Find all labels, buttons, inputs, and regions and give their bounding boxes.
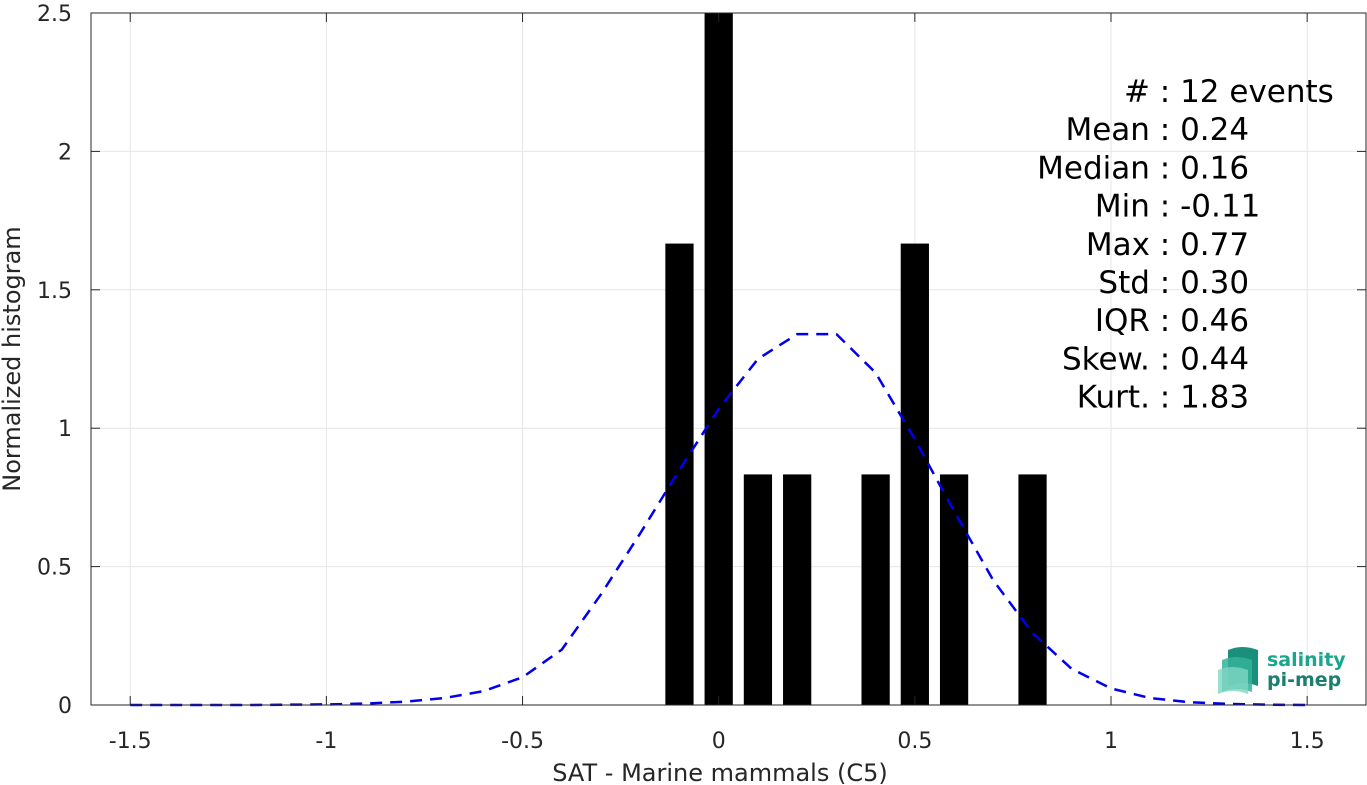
salinity-pimep-logo: salinity pi-mep [1218, 647, 1346, 694]
x-tick-label: 0.5 [897, 729, 932, 754]
stats-label: IQR [1095, 303, 1150, 339]
x-axis-label: SAT - Marine mammals (C5) [552, 759, 887, 785]
stats-value: 0.30 [1180, 265, 1249, 301]
stats-value: 0.46 [1180, 303, 1249, 339]
x-axis-tick-labels: -1.5 -1 -0.5 0 0.5 1 1.5 [109, 729, 1325, 754]
stats-value: 1.83 [1180, 380, 1249, 416]
y-axis-label: Normalized histogram [0, 226, 26, 491]
stats-label: Max [1086, 227, 1150, 263]
x-tick-label: -0.5 [501, 729, 544, 754]
stats-separator: : [1150, 265, 1180, 301]
plot-frame [90, 12, 1367, 706]
logo-text-line2: pi-mep [1267, 669, 1341, 691]
histogram-bar [1018, 474, 1047, 705]
histogram-bar [704, 13, 733, 705]
stats-row: Kurt. : 1.83 [1077, 380, 1249, 416]
histogram-bar [665, 243, 694, 705]
y-tick-label: 2 [58, 140, 72, 165]
stats-row: Min : -0.11 [1095, 189, 1260, 225]
histogram-bars [665, 13, 1047, 705]
x-tick-label: 1.5 [1290, 729, 1325, 754]
stats-label: Skew. [1062, 341, 1150, 377]
y-tick-label: 0 [58, 694, 72, 719]
y-tick-label: 1.5 [37, 279, 72, 304]
stats-label: # [1124, 74, 1150, 110]
stats-label: Mean [1065, 112, 1149, 148]
stats-separator: : [1150, 341, 1180, 377]
stats-separator: : [1150, 380, 1180, 416]
stats-row: Median : 0.16 [1037, 150, 1249, 186]
stats-row: Std : 0.30 [1098, 265, 1249, 301]
histogram-bar [861, 474, 890, 705]
stats-label: Kurt. [1077, 380, 1150, 416]
stats-value: 0.44 [1180, 341, 1249, 377]
stats-row: Max : 0.77 [1086, 227, 1249, 263]
stats-value: 0.16 [1180, 150, 1249, 186]
x-tick-label: -1 [315, 729, 337, 754]
stats-value: 0.24 [1180, 112, 1249, 148]
y-tick-label: 2.5 [37, 2, 72, 27]
logo-text-line1: salinity [1267, 649, 1346, 671]
stats-value: 12 events [1180, 74, 1334, 110]
stats-value: -0.11 [1180, 189, 1260, 225]
stats-label: Std [1098, 265, 1150, 301]
axis-ticks [91, 12, 1366, 706]
stats-row: Skew. : 0.44 [1062, 341, 1249, 377]
stats-separator: : [1150, 227, 1180, 263]
stats-separator: : [1150, 74, 1180, 110]
stats-separator: : [1150, 112, 1180, 148]
y-tick-label: 1 [58, 417, 72, 442]
x-tick-label: 0 [712, 729, 726, 754]
stats-label: Median [1037, 150, 1150, 186]
stats-value: 0.77 [1180, 227, 1249, 263]
logo-waves-icon [1218, 647, 1258, 694]
stats-row: Mean : 0.24 [1065, 112, 1249, 148]
stats-label: Min [1095, 189, 1150, 225]
histogram-bar [783, 474, 812, 705]
y-tick-label: 0.5 [37, 556, 72, 581]
y-axis-tick-labels: 0 0.5 1 1.5 2 2.5 [37, 2, 72, 719]
histogram-bar [900, 243, 929, 705]
stats-separator: : [1150, 189, 1180, 225]
stats-row: # : 12 events [1124, 74, 1334, 110]
histogram-bar [743, 474, 773, 705]
stats-row: IQR : 0.46 [1095, 303, 1249, 339]
stats-separator: : [1150, 150, 1180, 186]
stats-separator: : [1150, 303, 1180, 339]
histogram-bar [939, 474, 969, 705]
x-tick-label: 1 [1104, 729, 1118, 754]
gaussian-fit-curve [130, 332, 1308, 707]
x-tick-label: -1.5 [109, 729, 152, 754]
